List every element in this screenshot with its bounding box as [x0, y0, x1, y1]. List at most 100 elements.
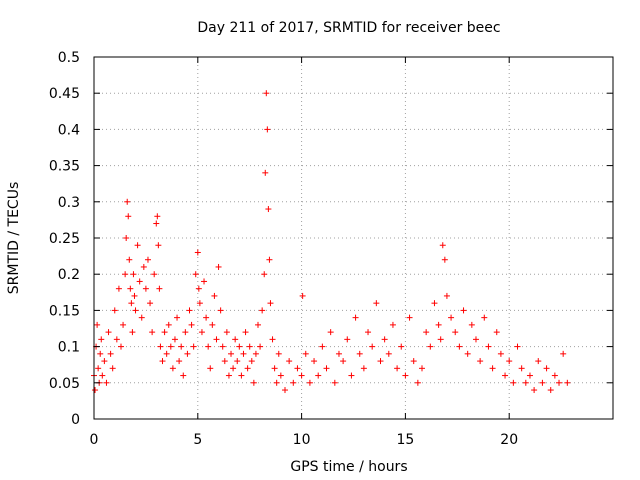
data-point [238, 372, 245, 379]
data-point [502, 372, 509, 379]
chart-title: Day 211 of 2017, SRMTID for receiver bee… [197, 20, 500, 36]
x-tick-label: 5 [193, 432, 202, 448]
data-point [485, 343, 492, 350]
y-tick-label: 0.45 [49, 86, 80, 102]
x-axis-label: GPS time / hours [290, 459, 407, 475]
data-points [91, 90, 571, 394]
data-point [439, 242, 446, 249]
data-point [127, 285, 134, 292]
data-point [201, 278, 208, 285]
data-point [510, 379, 517, 386]
data-point [124, 198, 131, 205]
data-point [232, 336, 239, 343]
data-point [228, 350, 235, 357]
data-point [531, 387, 538, 394]
data-point [551, 372, 558, 379]
data-point [335, 350, 342, 357]
data-point [138, 314, 145, 321]
data-point [255, 321, 262, 328]
data-point [452, 329, 459, 336]
y-axis-label: SRMTID / TECUs [6, 182, 22, 295]
data-point [290, 379, 297, 386]
data-point [178, 343, 185, 350]
data-point [543, 365, 550, 372]
data-point [180, 372, 187, 379]
data-point [435, 321, 442, 328]
data-point [535, 358, 542, 365]
data-point [149, 329, 156, 336]
data-point [230, 365, 237, 372]
data-point [294, 365, 301, 372]
grid-lines [94, 57, 613, 419]
data-point [123, 235, 130, 241]
data-point [373, 300, 380, 307]
data-point [194, 249, 201, 256]
data-point [281, 387, 288, 394]
data-point [186, 307, 193, 314]
data-point [157, 343, 164, 350]
data-point [267, 300, 274, 307]
data-point [97, 350, 104, 357]
data-point [136, 278, 143, 285]
data-point [456, 343, 463, 350]
y-tick-label: 0.2 [58, 267, 80, 283]
data-point [132, 307, 139, 314]
data-point [271, 365, 278, 372]
data-point [302, 350, 309, 357]
x-tick-label: 10 [293, 432, 311, 448]
data-point [315, 372, 322, 379]
data-point [115, 285, 122, 292]
data-point [497, 350, 504, 357]
data-point [522, 379, 529, 386]
data-point [107, 350, 114, 357]
data-point [203, 314, 210, 321]
data-point [398, 343, 405, 350]
data-point [128, 300, 135, 307]
data-point [437, 336, 444, 343]
data-point [441, 256, 448, 263]
data-point [340, 358, 347, 365]
data-point [159, 358, 166, 365]
data-point [125, 213, 132, 220]
data-point [464, 350, 471, 357]
data-point [323, 365, 330, 372]
data-point [431, 300, 438, 307]
data-point [244, 365, 251, 372]
x-tick-label: 20 [500, 432, 518, 448]
data-point [129, 329, 136, 336]
data-point [250, 379, 257, 386]
data-point [195, 285, 202, 292]
data-point [352, 314, 359, 321]
data-point [259, 307, 266, 314]
data-point [560, 350, 567, 357]
data-point [423, 329, 430, 336]
data-point [205, 343, 212, 350]
data-point [182, 329, 189, 336]
data-point [215, 263, 222, 270]
data-point [344, 336, 351, 343]
data-point [109, 365, 116, 372]
data-point [327, 329, 334, 336]
data-point [142, 285, 149, 292]
data-point [394, 365, 401, 372]
data-point [240, 350, 247, 357]
data-point [154, 213, 161, 220]
data-point [275, 350, 282, 357]
data-point [174, 314, 181, 321]
y-tick-label: 0.15 [49, 303, 80, 319]
data-point [122, 271, 129, 278]
data-point [526, 372, 533, 379]
data-point [356, 350, 363, 357]
data-point [264, 126, 271, 133]
data-point [319, 343, 326, 350]
data-point [381, 336, 388, 343]
y-tick-label: 0.1 [58, 340, 80, 356]
y-tick-label: 0.35 [49, 159, 80, 175]
data-point [126, 256, 133, 263]
data-point [198, 329, 205, 336]
data-point [171, 336, 178, 343]
data-point [103, 379, 110, 386]
data-point [468, 321, 475, 328]
data-point [217, 307, 224, 314]
data-point [153, 220, 160, 227]
